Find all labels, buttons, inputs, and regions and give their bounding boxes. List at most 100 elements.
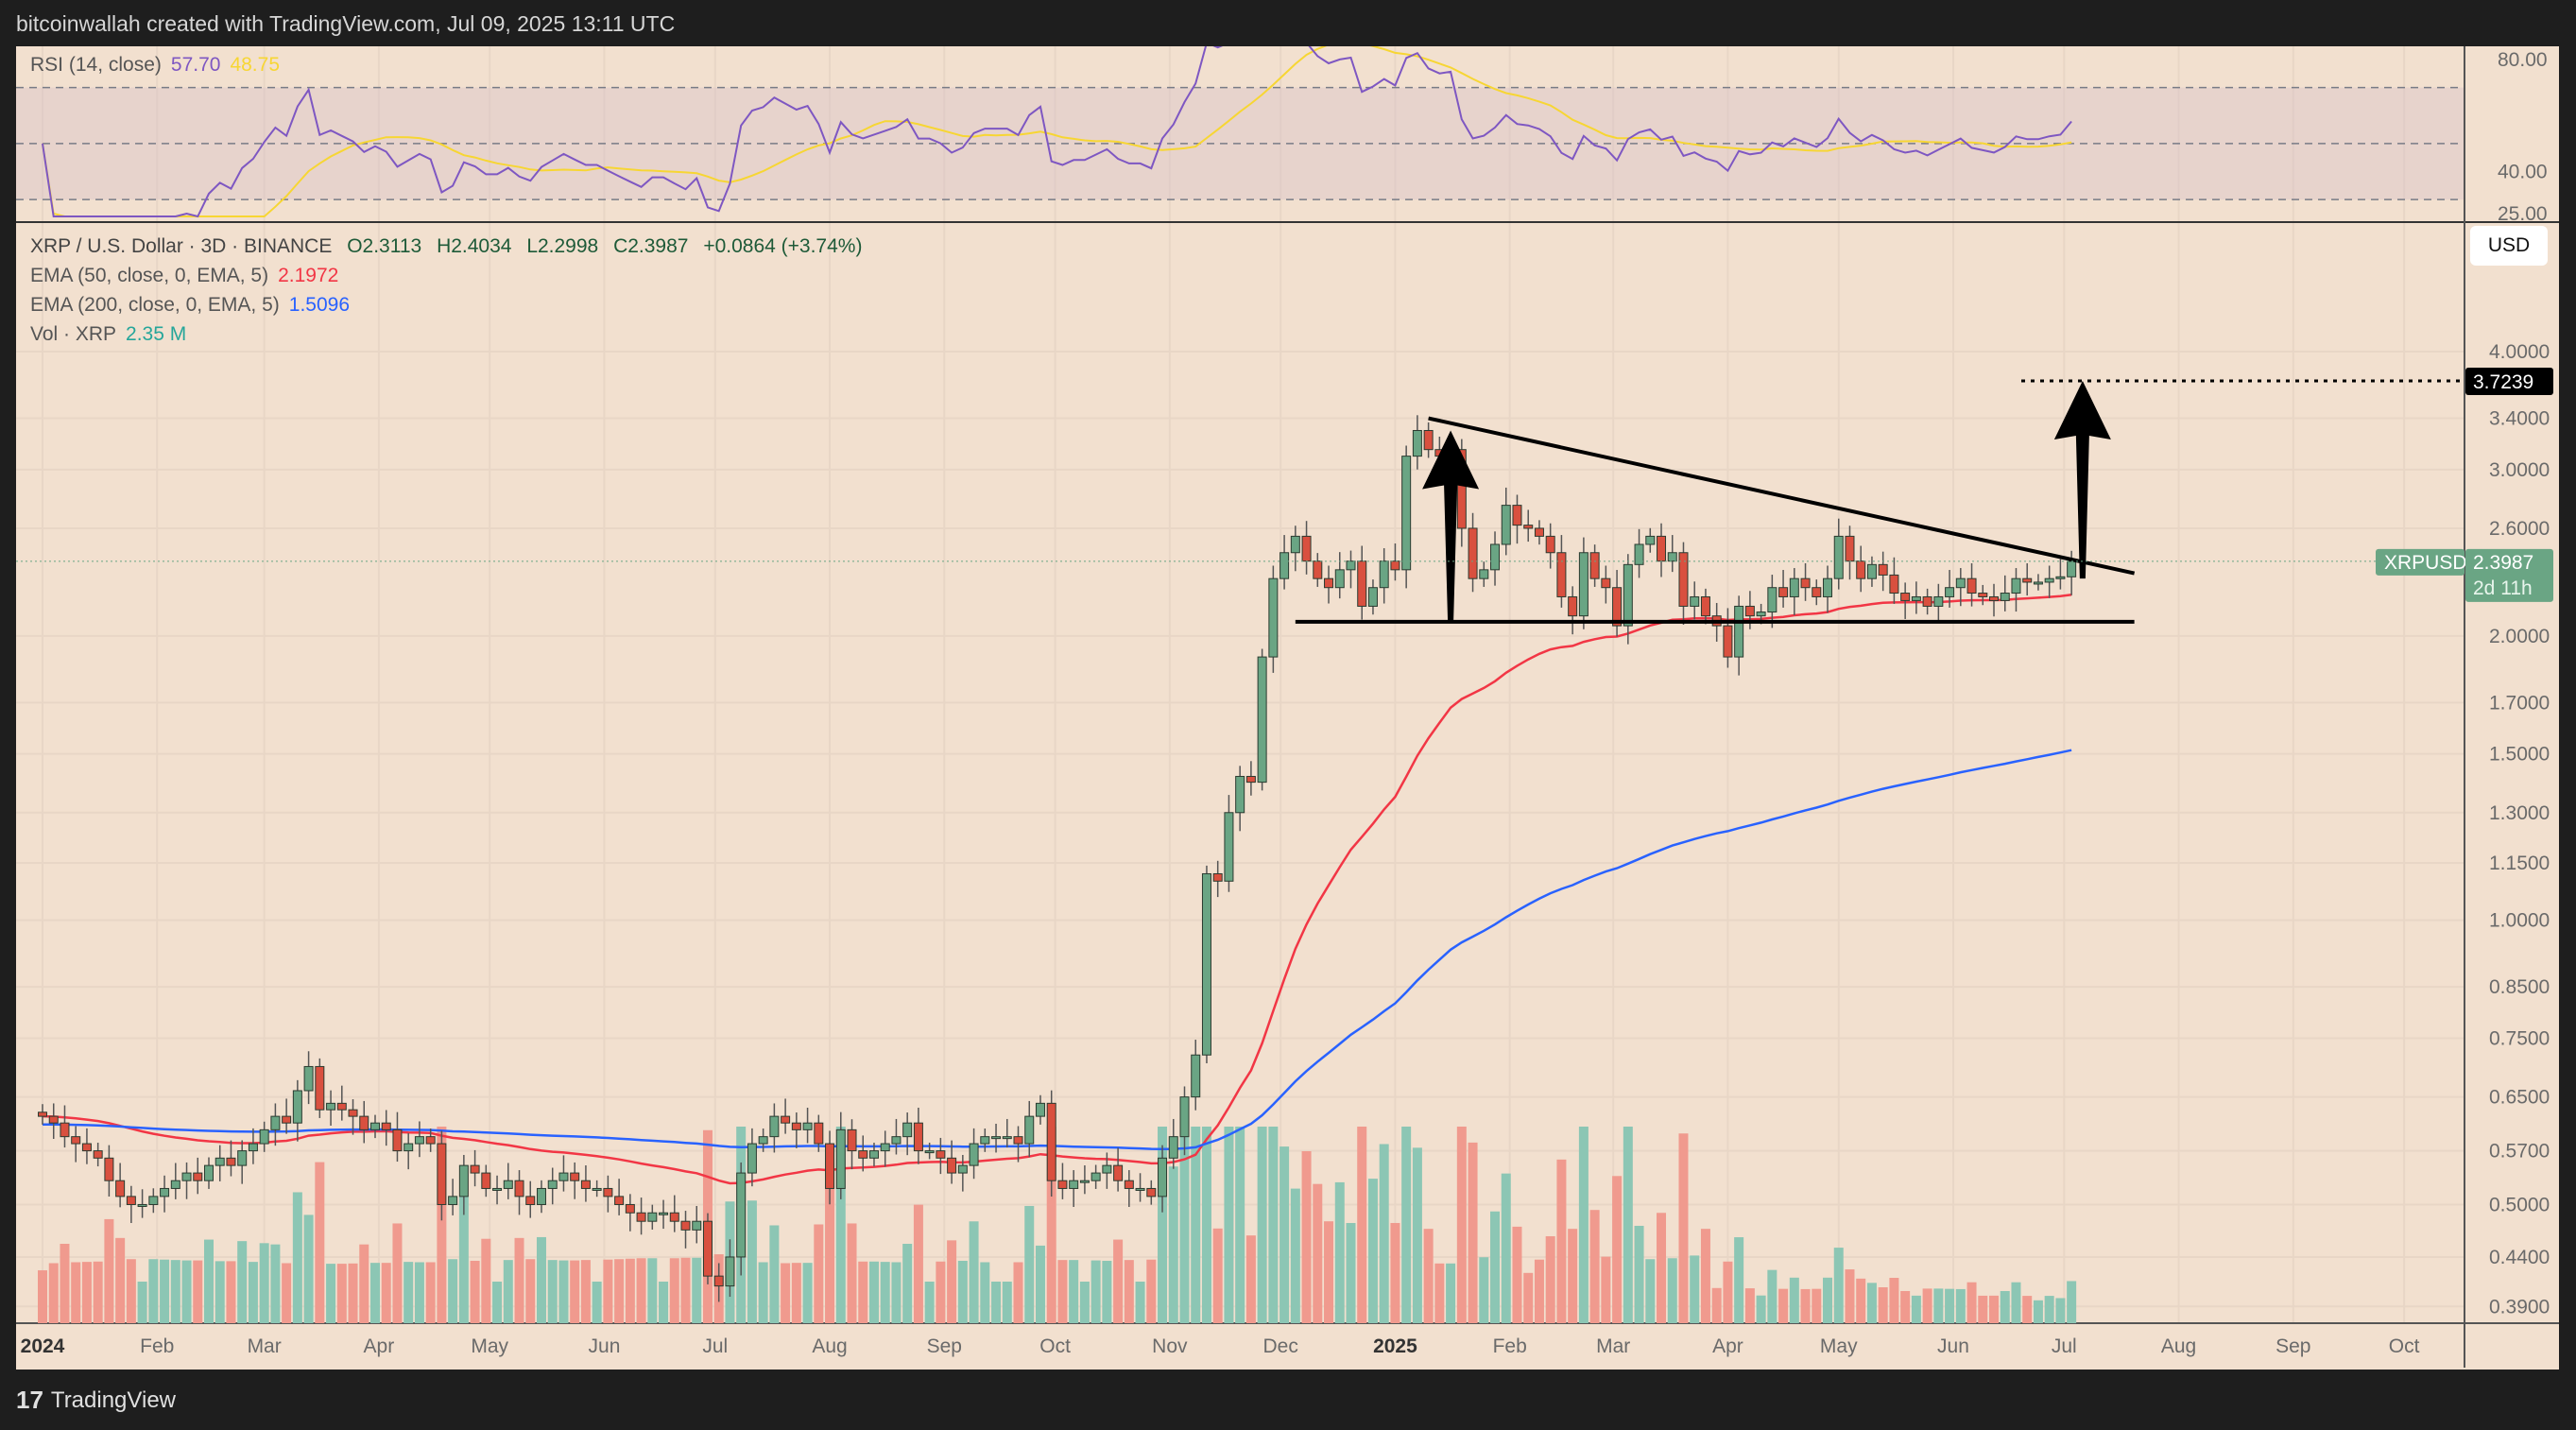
volume-bar — [115, 1237, 126, 1323]
ema50-line — [42, 593, 2072, 1185]
time-tick-label: Sep — [927, 1335, 962, 1357]
volume-bar — [1379, 1144, 1389, 1323]
candle-body — [1978, 593, 1988, 597]
candle — [1191, 1040, 1201, 1111]
candle-body — [348, 1109, 358, 1117]
candle — [1390, 543, 1400, 581]
rsi-value: 57.70 — [170, 54, 221, 76]
candle-body — [326, 1102, 336, 1111]
ema200-label[interactable]: EMA (200, close, 0, EMA, 5) — [30, 294, 280, 316]
candle — [1678, 542, 1689, 625]
volume-bar — [1889, 1278, 1899, 1323]
volume-bar — [1523, 1272, 1534, 1323]
volume-bar — [980, 1262, 990, 1323]
volume-bar — [259, 1243, 269, 1323]
candle-body — [381, 1122, 391, 1130]
volume-bar — [1002, 1282, 1012, 1323]
candle-body — [791, 1122, 801, 1130]
candle — [392, 1111, 403, 1163]
candle-body — [1911, 595, 1921, 601]
candle — [248, 1128, 258, 1164]
volume-bar — [592, 1282, 602, 1323]
candle-body — [1845, 535, 1855, 562]
volume-value: 2.35 M — [126, 323, 187, 345]
volume-bar — [536, 1236, 546, 1323]
volume-bar — [282, 1263, 292, 1323]
volume-bar — [1091, 1260, 1101, 1323]
chart-frame[interactable]: 4.0000 3.4000 3.0000 2.6000 2.0000 1.7000 1.50… — [16, 46, 2559, 1370]
rsi-tick-label: 40.00 — [2498, 162, 2548, 183]
candle-body — [1191, 1054, 1201, 1098]
candle — [902, 1112, 913, 1156]
candle-body — [1456, 449, 1467, 529]
candle-body — [1390, 560, 1400, 571]
time-tick-label: Jul — [702, 1335, 728, 1357]
candle — [1833, 518, 1844, 590]
candle-body — [858, 1150, 868, 1159]
volume-bar — [1224, 1127, 1234, 1323]
tradingview-logo[interactable]: 17 TradingView — [16, 1386, 176, 1415]
volume-bar — [1933, 1288, 1944, 1323]
time-tick-label: Sep — [2275, 1335, 2310, 1357]
candle-body — [769, 1115, 780, 1138]
chart-canvas[interactable]: 4.0000 3.4000 3.0000 2.6000 2.0000 1.7000 1.50… — [16, 46, 2559, 1370]
candle — [1069, 1170, 1079, 1207]
currency-button[interactable]: USD — [2470, 226, 2548, 266]
candle — [1767, 575, 1777, 629]
candle-body — [625, 1203, 635, 1214]
candle-body — [924, 1150, 935, 1154]
volume-bar — [1079, 1282, 1090, 1323]
volume-bar — [1168, 1166, 1178, 1323]
candle — [580, 1165, 591, 1202]
candle-body — [1856, 560, 1866, 579]
volume-bar — [1401, 1127, 1412, 1323]
volume-bar — [847, 1223, 857, 1323]
candle — [1978, 584, 1988, 606]
volume-bar — [991, 1282, 1002, 1323]
volume-bar — [437, 1127, 447, 1323]
chart-attribution: bitcoinwallah created with TradingView.c… — [16, 11, 676, 36]
candle-body — [891, 1136, 902, 1145]
symbol-tag — [2376, 548, 2464, 576]
candle — [1568, 586, 1578, 635]
candle — [1690, 581, 1700, 620]
symbol-title[interactable]: XRP / U.S. Dollar · 3D · BINANCE — [30, 235, 333, 257]
volume-bar — [747, 1200, 757, 1323]
candle-body — [315, 1065, 325, 1111]
price-tick-label: 0.5000 — [2489, 1194, 2550, 1215]
candle — [1212, 860, 1223, 898]
volume-bar — [348, 1263, 358, 1323]
volume-bar — [514, 1237, 524, 1323]
candle-body — [713, 1275, 724, 1287]
candle-body — [170, 1180, 180, 1189]
candle-body — [237, 1150, 248, 1166]
volume-bar — [1313, 1183, 1323, 1323]
candle — [924, 1143, 935, 1160]
volume-bar — [1367, 1179, 1378, 1323]
candle-body — [259, 1128, 269, 1145]
candle-body — [1501, 505, 1511, 545]
volume-bar — [160, 1259, 170, 1323]
volume-bar — [1501, 1173, 1511, 1323]
candle — [369, 1114, 380, 1139]
volume-bar — [392, 1223, 403, 1323]
ema50-label[interactable]: EMA (50, close, 0, EMA, 5) — [30, 265, 269, 286]
rsi-line — [42, 46, 2072, 218]
volume-bar — [1334, 1181, 1345, 1323]
candle-body — [536, 1187, 546, 1205]
candle — [891, 1118, 902, 1155]
candle-body — [1168, 1136, 1178, 1159]
candle — [1556, 535, 1567, 608]
candle — [148, 1188, 159, 1214]
candle — [1367, 579, 1378, 615]
volume-bar — [126, 1259, 136, 1323]
volume-bar — [2044, 1296, 2054, 1323]
target-price-label: 3.7239 — [2473, 371, 2533, 393]
volume-bar — [215, 1261, 225, 1323]
candle — [448, 1179, 458, 1215]
descending-trendline — [1428, 416, 2136, 576]
volume-legend: Vol · XRP 2.35 M — [30, 323, 196, 346]
volume-bar — [1057, 1260, 1068, 1323]
volume-label[interactable]: Vol · XRP — [30, 323, 117, 345]
volume-bar — [802, 1263, 813, 1323]
